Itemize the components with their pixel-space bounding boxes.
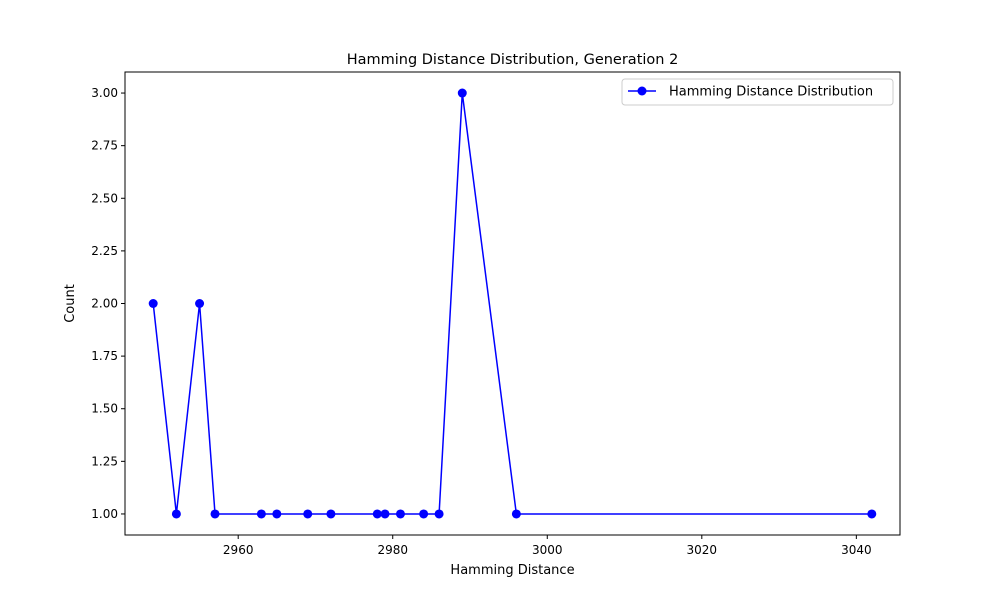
data-point — [272, 509, 282, 519]
data-point — [867, 509, 877, 519]
series-line — [152, 92, 872, 515]
y-tick-label: 1.00 — [91, 507, 118, 521]
data-point — [256, 509, 266, 519]
legend-marker-swatch — [637, 86, 647, 96]
data-point — [148, 299, 158, 308]
y-axis: 1.00 1.25 1.50 1.75 2.00 2.25 2.50 2.75 3.00 — [91, 86, 125, 521]
x-tick-label: 2980 — [377, 543, 408, 557]
x-tick-label: 3000 — [532, 543, 563, 557]
data-point — [395, 509, 405, 519]
data-point — [303, 509, 313, 519]
data-point — [372, 509, 382, 519]
y-tick-label: 2.50 — [91, 191, 118, 205]
x-tick-label: 2960 — [223, 543, 254, 557]
data-point — [457, 88, 467, 98]
data-point — [195, 299, 205, 308]
y-axis-label: Count — [63, 284, 78, 323]
legend: Hamming Distance Distribution — [621, 78, 894, 106]
data-point — [434, 509, 444, 519]
legend-box — [621, 78, 894, 106]
data-point — [380, 509, 390, 519]
data-point — [419, 509, 429, 519]
data-point — [326, 509, 336, 519]
x-tick-label: 3040 — [841, 543, 872, 557]
x-tick-label: 3020 — [687, 543, 718, 557]
y-tick-label: 2.00 — [91, 297, 118, 311]
y-tick-label: 2.25 — [91, 244, 118, 258]
plot-area — [125, 72, 900, 535]
data-point — [210, 509, 220, 519]
y-tick-label: 1.50 — [91, 402, 118, 416]
x-axis-label: Hamming Distance — [450, 563, 574, 578]
y-tick-label: 3.00 — [91, 86, 118, 100]
data-point — [511, 509, 521, 519]
x-axis: 2960 2980 3000 3020 3040 — [223, 535, 872, 557]
y-tick-label: 1.75 — [91, 349, 118, 363]
data-point — [171, 509, 181, 519]
y-tick-label: 1.25 — [91, 454, 118, 468]
y-tick-label: 2.75 — [91, 139, 118, 153]
legend-label: Hamming Distance Distribution — [669, 85, 873, 100]
data-layer — [148, 88, 877, 519]
chart-title: Hamming Distance Distribution, Generatio… — [347, 52, 679, 68]
